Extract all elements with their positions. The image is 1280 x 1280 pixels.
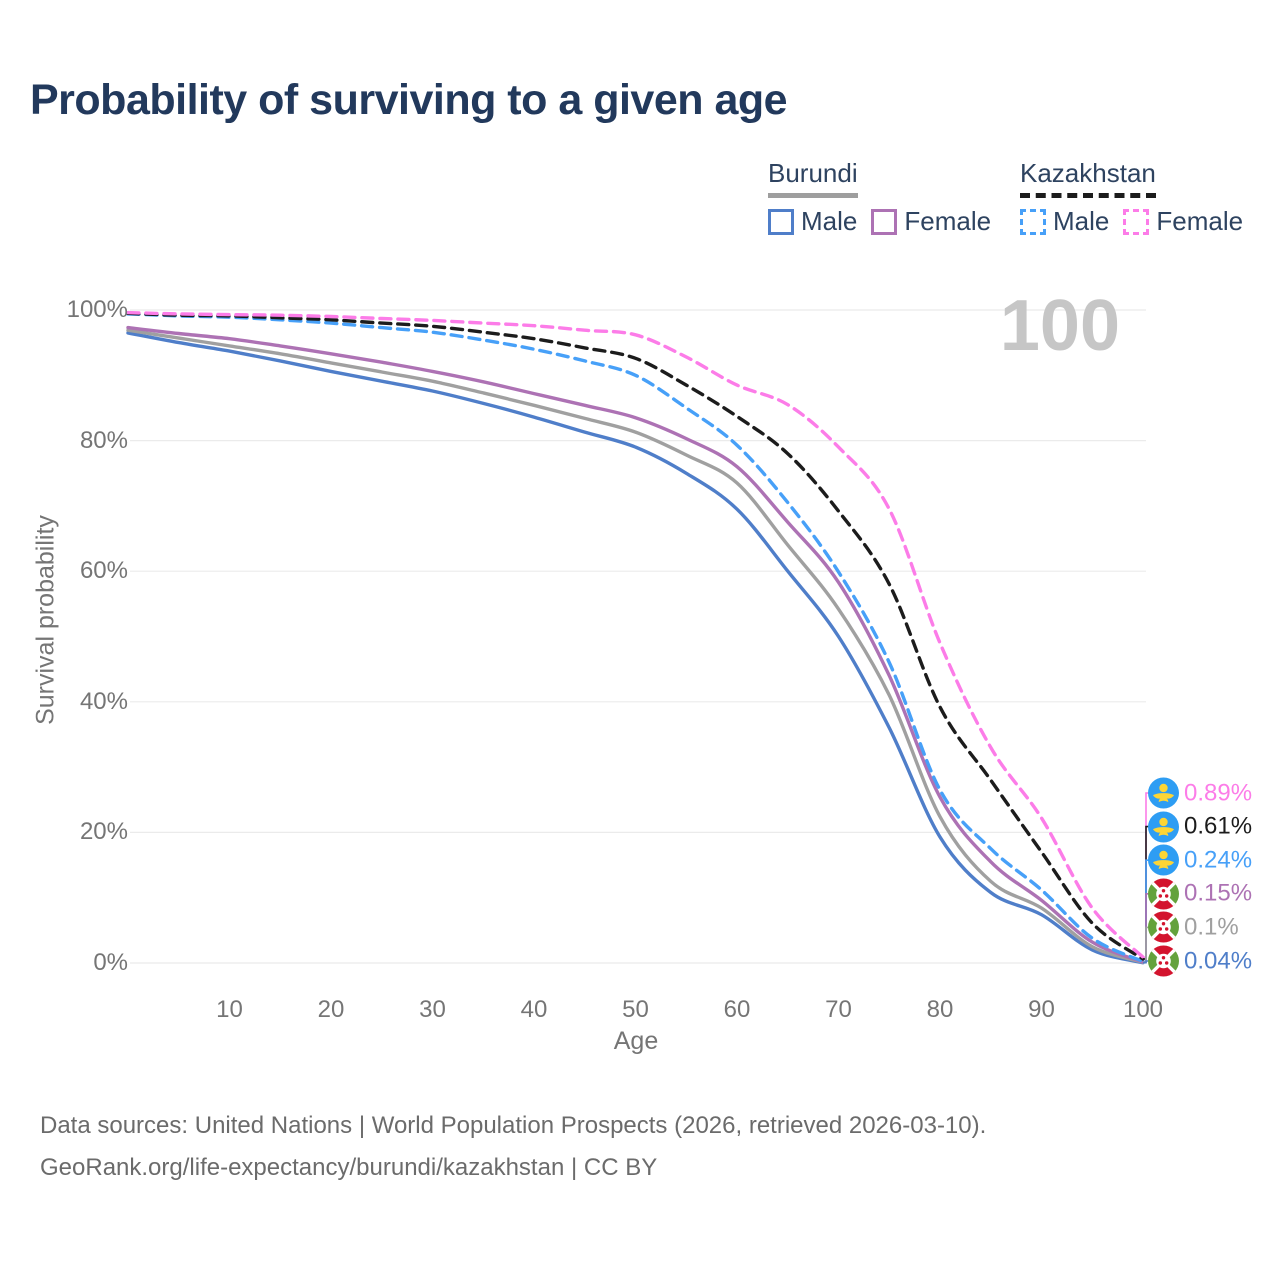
x-tick-100: 100 — [1122, 996, 1164, 1023]
end-label-value: 0.89% — [1184, 779, 1253, 806]
footer-attribution: GeoRank.org/life-expectancy/burundi/kaza… — [40, 1154, 658, 1181]
checkbox-kazakhstan-male[interactable] — [1020, 208, 1046, 235]
checkbox-burundi-male[interactable] — [768, 208, 794, 235]
legend-burundi-name[interactable]: Burundi — [768, 158, 858, 198]
x-tick-50: 50 — [622, 996, 649, 1023]
x-tick-60: 60 — [723, 996, 751, 1023]
x-tick-90: 90 — [1028, 996, 1055, 1023]
checkbox-burundi-female[interactable] — [871, 208, 898, 235]
checkbox-kazakhstan-female[interactable] — [1123, 208, 1150, 235]
legend-burundi-male-label: Male — [801, 206, 858, 236]
legend-kazakhstan-row: Male Female — [1020, 206, 1243, 237]
burundi-flag-icon — [1148, 945, 1179, 977]
x-tick-20: 20 — [317, 996, 345, 1023]
series-line-burundi-female[interactable] — [126, 325, 1145, 964]
series-line-kazakhstan-female[interactable] — [126, 310, 1145, 959]
end-label-value: 0.61% — [1184, 812, 1253, 840]
legend-kazakhstan-female[interactable]: Female — [1123, 206, 1243, 237]
x-tick-80: 80 — [926, 996, 954, 1023]
y-tick-20%: 20% — [79, 818, 128, 846]
page-title: Probability of surviving to a given age — [30, 76, 788, 124]
hovered-age-watermark: 100 — [999, 286, 1120, 366]
legend-burundi-row: Male Female — [768, 206, 991, 237]
x-tick-40: 40 — [520, 996, 548, 1023]
x-tick-70: 70 — [825, 996, 852, 1023]
legend-kazakhstan-group: Kazakhstan Male Female — [1020, 158, 1243, 237]
series-line-kazakhstan-male[interactable] — [126, 312, 1145, 964]
kazakhstan-flag-icon — [1148, 811, 1179, 843]
x-tick-10: 10 — [216, 996, 243, 1023]
y-tick-60%: 60% — [79, 557, 128, 585]
x-axis-title: Age — [613, 1027, 659, 1055]
footer-data-sources: Data sources: United Nations | World Pop… — [40, 1112, 987, 1139]
y-tick-40%: 40% — [79, 687, 128, 715]
y-tick-80%: 80% — [79, 426, 128, 454]
end-label-burundi-male: 0.04% — [1148, 945, 1253, 977]
legend-burundi-female[interactable]: Female — [871, 206, 991, 237]
kazakhstan-flag-icon — [1148, 777, 1179, 809]
legend-kazakhstan-male-label: Male — [1053, 206, 1110, 236]
series-line-burundi-total[interactable] — [126, 328, 1145, 964]
legend-kazakhstan-name[interactable]: Kazakhstan — [1020, 158, 1156, 198]
series-line-kazakhstan-total[interactable] — [126, 311, 1145, 961]
end-label-kazakhstan-total: 0.61% — [1148, 811, 1253, 843]
legend-burundi-group: Burundi Male Female — [768, 158, 991, 237]
end-label-value: 0.15% — [1184, 879, 1253, 907]
legend-burundi-female-label: Female — [904, 206, 992, 236]
burundi-flag-icon — [1148, 878, 1179, 910]
legend-kazakhstan-male[interactable]: Male — [1020, 206, 1109, 237]
x-tick-30: 30 — [419, 996, 446, 1023]
end-label-value: 0.1% — [1184, 913, 1239, 941]
legend-burundi-male[interactable]: Male — [768, 206, 857, 237]
burundi-flag-icon — [1148, 911, 1179, 943]
end-label-value: 0.24% — [1184, 846, 1253, 874]
end-label-value: 0.04% — [1184, 947, 1253, 974]
end-label-kazakhstan-female: 0.89% — [1148, 777, 1253, 809]
end-label-kazakhstan-male: 0.24% — [1148, 844, 1253, 876]
footer: Data sources: United Nations | World Pop… — [40, 1105, 986, 1189]
kazakhstan-flag-icon — [1148, 844, 1179, 876]
legend-kazakhstan-female-label: Female — [1156, 206, 1244, 236]
y-tick-0%: 0% — [93, 949, 128, 976]
end-label-burundi-total: 0.1% — [1148, 911, 1239, 943]
y-tick-100%: 100% — [66, 296, 128, 323]
series-line-burundi-male[interactable] — [126, 331, 1145, 965]
end-label-burundi-female: 0.15% — [1148, 878, 1253, 910]
